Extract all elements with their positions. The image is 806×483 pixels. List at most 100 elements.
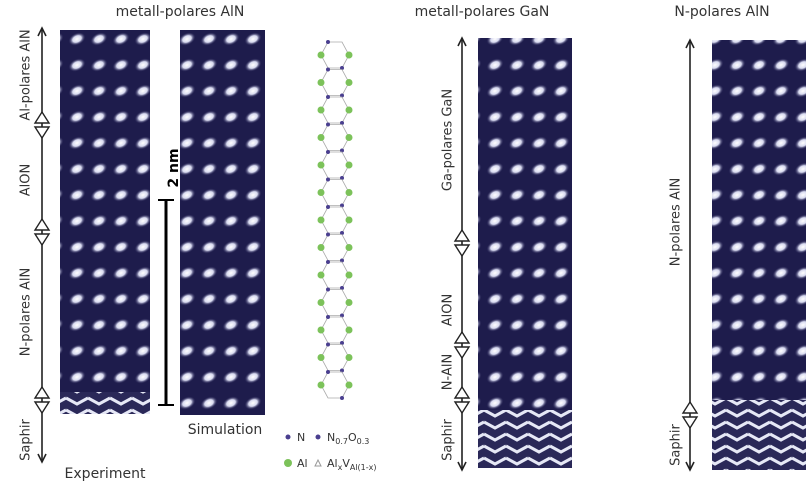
model-al: [346, 52, 353, 59]
legend-symbol: [286, 435, 291, 440]
structure-model: [318, 40, 353, 400]
model-al: [346, 272, 353, 279]
legend-label: AlxVAl(1-x): [327, 457, 377, 472]
model-al: [318, 382, 325, 389]
legend-label: N: [297, 431, 305, 444]
model-al: [318, 134, 325, 141]
model-hexagon: [321, 290, 349, 316]
model-al: [346, 217, 353, 224]
region-label: Saphir: [669, 424, 684, 466]
model-n: [326, 343, 330, 347]
model-hexagon: [321, 125, 349, 151]
boundary-marker: [455, 387, 469, 398]
experiment-image: [60, 30, 150, 392]
region-label: Saphir: [441, 419, 456, 461]
boundary-marker: [455, 332, 469, 343]
legend-symbol: [315, 460, 321, 466]
model-al: [346, 107, 353, 114]
model-al: [318, 299, 325, 306]
boundary-marker: [683, 417, 697, 428]
model-al: [318, 244, 325, 251]
model-n: [326, 233, 330, 237]
model-n: [326, 40, 330, 44]
panel-title: metall-polares AlN: [116, 4, 245, 20]
boundary-marker: [35, 387, 49, 398]
model-al: [318, 107, 325, 114]
boundary-marker: [455, 402, 469, 413]
model-n: [326, 315, 330, 319]
model-al: [346, 382, 353, 389]
legend-label: N0.7O0.3: [327, 431, 369, 446]
model-al: [318, 272, 325, 279]
boundary-marker: [35, 402, 49, 413]
caption: Simulation: [188, 422, 263, 438]
naln-sapphire: [712, 400, 806, 470]
model-al: [346, 189, 353, 196]
naln-image: [712, 40, 806, 400]
model-n: [326, 260, 330, 264]
legend: NN0.7O0.3AlAlxVAl(1-x): [284, 431, 377, 472]
panel-title: N-polares AlN: [674, 4, 769, 20]
region-label: N-polares AlN: [669, 178, 684, 266]
legend-label: Al: [297, 457, 308, 470]
model-hexagon: [321, 262, 349, 288]
legend-label-part: Al: [327, 457, 338, 470]
legend-label-part: N: [327, 431, 335, 444]
model-al: [318, 327, 325, 334]
model-hexagon: [321, 180, 349, 206]
gan-sapphire: [478, 410, 572, 468]
scale-label: 2 nm: [166, 148, 182, 187]
model-n: [340, 396, 344, 400]
model-hexagon: [321, 317, 349, 343]
model-hexagon: [321, 207, 349, 233]
legend-label-part: O: [348, 431, 357, 444]
boundary-marker: [455, 347, 469, 358]
region-label: Saphir: [19, 419, 34, 461]
caption: Experiment: [65, 466, 146, 482]
model-al: [318, 162, 325, 169]
model-al: [318, 52, 325, 59]
region-label: Al-polares AlN: [19, 29, 34, 120]
model-n: [326, 95, 330, 99]
region-label: N-AlN: [441, 354, 456, 390]
model-al: [346, 79, 353, 86]
model-al: [318, 79, 325, 86]
legend-symbol: [316, 435, 321, 440]
model-al: [346, 134, 353, 141]
boundary-marker: [35, 112, 49, 123]
model-al: [318, 189, 325, 196]
model-n: [326, 150, 330, 154]
model-hexagon: [321, 152, 349, 178]
boundary-marker: [35, 219, 49, 230]
legend-label-part: Al(1-x): [350, 463, 377, 472]
model-al: [318, 354, 325, 361]
boundary-marker: [35, 127, 49, 138]
model-hexagon: [321, 345, 349, 371]
model-hexagon: [321, 42, 349, 68]
legend-label-part: Al: [297, 457, 308, 470]
model-hexagon: [321, 70, 349, 96]
legend-label-part: 0.7: [335, 437, 348, 446]
boundary-marker: [455, 245, 469, 256]
model-n: [326, 205, 330, 209]
model-n: [326, 370, 330, 374]
legend-label-part: 0.3: [357, 437, 370, 446]
model-n: [326, 178, 330, 182]
region-label: Ga-polares GaN: [441, 89, 456, 191]
boundary-marker: [683, 402, 697, 413]
model-hexagon: [321, 372, 349, 398]
panel-title: metall-polares GaN: [415, 4, 550, 20]
region-label: AlON: [441, 294, 456, 326]
model-al: [346, 299, 353, 306]
experiment-sapphire: [60, 392, 150, 414]
legend-label-part: N: [297, 431, 305, 444]
model-al: [346, 354, 353, 361]
model-n: [326, 288, 330, 292]
legend-symbol: [284, 459, 292, 467]
model-al: [346, 327, 353, 334]
gan-image: [478, 38, 572, 410]
figure: metall-polares AlN metall-polares GaN N-…: [0, 0, 806, 483]
model-n: [326, 123, 330, 127]
model-hexagon: [321, 235, 349, 261]
region-label: AlON: [19, 164, 34, 196]
